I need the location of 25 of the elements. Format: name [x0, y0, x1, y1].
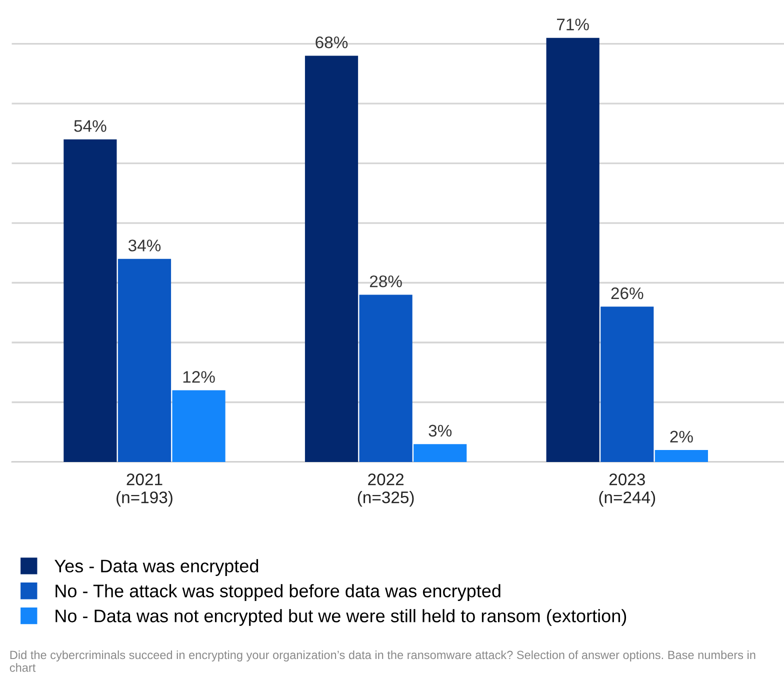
bar	[172, 390, 226, 462]
text: Did the cybercriminals succeed in encrypting your organization’s data in the ransomware attack? Selection of answer options. Base numbers in chart	[10, 650, 756, 672]
bar	[546, 38, 600, 462]
x-tick-label: 2023 (n=244)	[599, 474, 656, 507]
legend-label: No - Data was not encrypted but we were still held to ransom (extortion)	[56, 609, 626, 626]
data-label: 28%	[370, 275, 402, 288]
data-label: 34%	[128, 240, 161, 252]
bar	[118, 258, 172, 462]
data-label: 12%	[183, 371, 215, 383]
data-label: 71%	[557, 18, 589, 30]
bar	[414, 444, 467, 462]
data-label: 68%	[316, 36, 348, 48]
data-label: 54%	[74, 120, 106, 132]
bar	[600, 306, 654, 462]
legend-label: Yes - Data was encrypted	[54, 559, 258, 576]
bar	[654, 450, 708, 462]
bar	[64, 139, 117, 462]
data-label: 2%	[670, 430, 693, 443]
bar	[359, 294, 412, 462]
legend-label: No - The attack was stopped before data was encrypted	[56, 584, 500, 601]
data-label: 3%	[428, 424, 452, 437]
x-tick-label: 2021 (n=193)	[116, 474, 172, 507]
x-tick-label: 2022 (n=325)	[358, 474, 414, 507]
bar	[304, 56, 358, 462]
data-label: 26%	[611, 287, 644, 300]
